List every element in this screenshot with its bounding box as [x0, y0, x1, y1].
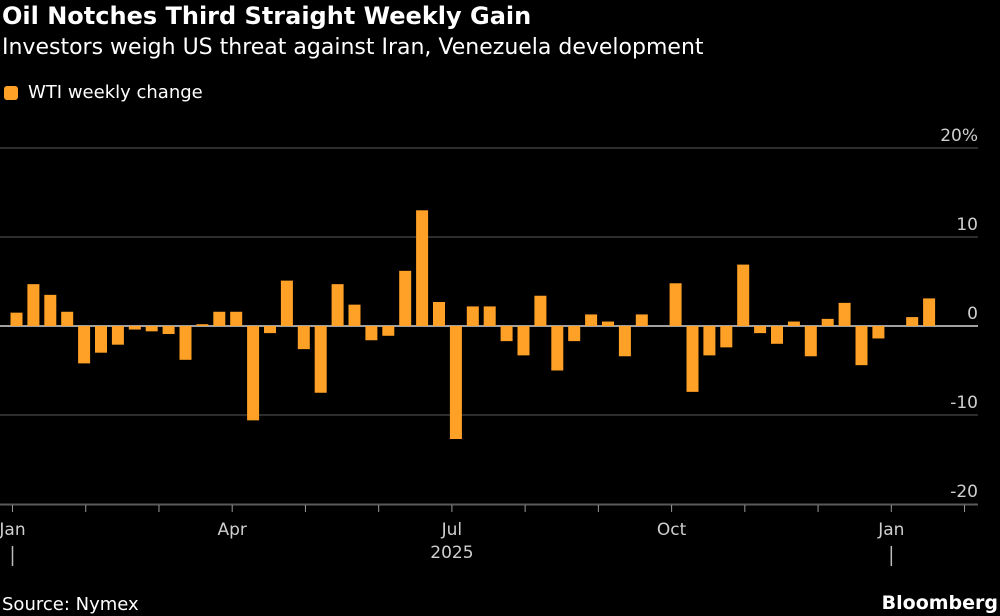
bar	[804, 326, 817, 357]
bar	[162, 326, 175, 335]
bar	[61, 311, 74, 326]
x-tick-label: Jan	[0, 520, 26, 540]
bar	[280, 280, 293, 326]
y-tick-label: 10	[956, 215, 978, 235]
y-tick-label: -10	[950, 393, 978, 413]
bar	[551, 326, 564, 371]
source-note: Source: Nymex	[2, 594, 139, 615]
bar	[534, 295, 547, 326]
bar	[196, 324, 209, 326]
bar	[585, 314, 598, 326]
x-tick-label: Jan	[877, 520, 904, 540]
bar	[771, 326, 783, 344]
bar	[500, 326, 513, 342]
bar	[618, 326, 631, 357]
bar	[230, 311, 243, 326]
bar	[787, 321, 800, 326]
bar	[703, 326, 716, 356]
bar	[737, 264, 750, 326]
bar	[128, 326, 141, 330]
bar	[923, 298, 936, 326]
bar	[111, 326, 124, 345]
bar	[247, 326, 260, 421]
legend: WTI weekly change	[4, 82, 203, 103]
y-tick-label: 20%	[940, 126, 978, 146]
bar	[44, 294, 57, 326]
bar	[517, 326, 530, 356]
bar	[720, 326, 733, 348]
bar	[635, 314, 648, 326]
bar	[754, 326, 767, 334]
legend-label: WTI weekly change	[28, 82, 203, 103]
bar	[399, 270, 412, 326]
bar	[314, 326, 327, 393]
bar	[145, 326, 158, 332]
bar	[78, 326, 91, 364]
bar	[855, 326, 868, 366]
bar	[433, 301, 445, 326]
bar	[602, 321, 614, 326]
x-tick-label: Jul	[441, 520, 463, 540]
x-tick-label: Apr	[217, 520, 246, 540]
bar	[297, 326, 310, 350]
bar	[838, 302, 851, 326]
bar	[10, 312, 23, 326]
bar	[872, 326, 885, 339]
bar	[382, 326, 395, 336]
bar	[365, 326, 378, 341]
bar	[821, 318, 834, 326]
bar	[213, 311, 226, 326]
x-tick-label: Oct	[657, 520, 687, 540]
bar	[449, 326, 462, 440]
bar	[483, 306, 496, 326]
bar	[264, 326, 276, 334]
bar	[466, 306, 479, 326]
y-tick-label: 0	[967, 304, 978, 324]
legend-swatch	[4, 85, 18, 100]
bar	[348, 304, 361, 326]
y-tick-label: -20	[950, 482, 978, 502]
brand-logo: Bloomberg	[881, 592, 998, 614]
bar	[95, 326, 107, 353]
year-label: 2025	[430, 543, 473, 563]
bar	[906, 317, 919, 326]
chart-subtitle: Investors weigh US threat against Iran, …	[2, 35, 704, 60]
bar	[669, 283, 682, 326]
chart-title: Oil Notches Third Straight Weekly Gain	[2, 2, 532, 30]
bar	[27, 284, 40, 326]
bar	[686, 326, 699, 392]
bar	[179, 326, 192, 360]
bar	[416, 210, 429, 326]
bar	[568, 326, 581, 342]
bar	[331, 284, 344, 326]
